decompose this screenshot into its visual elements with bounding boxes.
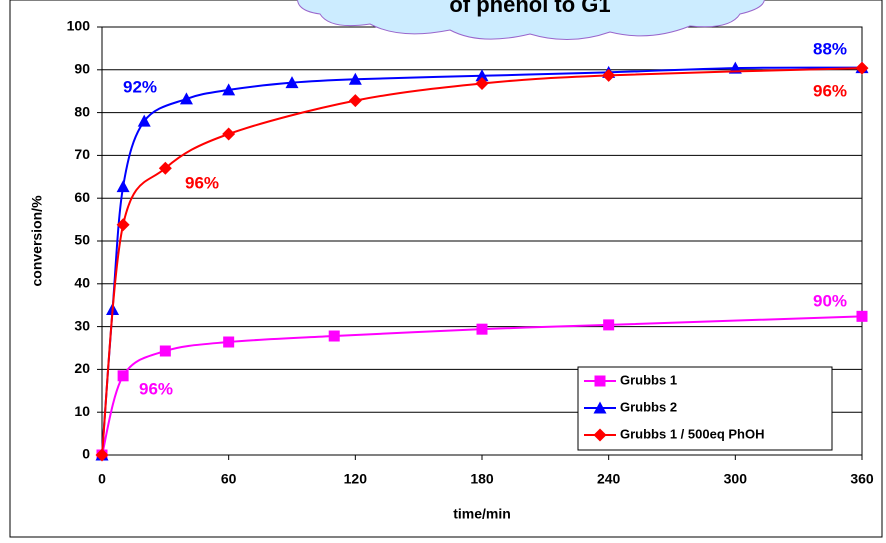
- y-tick-label: 0: [82, 446, 90, 462]
- x-tick-label: 120: [344, 471, 368, 487]
- y-tick-label: 100: [67, 18, 91, 34]
- chart-title: of phenol to G1: [449, 0, 610, 17]
- y-axis-label: conversion/%: [29, 195, 45, 287]
- y-tick-label: 50: [74, 232, 90, 248]
- y-tick-label: 30: [74, 317, 90, 333]
- marker: [160, 345, 171, 356]
- marker: [223, 337, 234, 348]
- x-tick-label: 180: [470, 471, 494, 487]
- x-tick-label: 60: [221, 471, 237, 487]
- marker: [595, 376, 606, 387]
- annotation: 96%: [139, 379, 173, 398]
- legend-label: Grubbs 1: [620, 372, 677, 387]
- x-tick-label: 300: [724, 471, 748, 487]
- legend-label: Grubbs 1 / 500eq PhOH: [620, 426, 765, 441]
- y-tick-label: 40: [74, 275, 90, 291]
- marker: [857, 311, 868, 322]
- marker: [118, 370, 129, 381]
- y-tick-label: 10: [74, 403, 90, 419]
- annotation: 90%: [813, 291, 847, 310]
- marker: [329, 331, 340, 342]
- x-tick-label: 360: [850, 471, 874, 487]
- x-tick-label: 240: [597, 471, 621, 487]
- annotation: 96%: [185, 173, 219, 192]
- annotation: 92%: [123, 77, 157, 96]
- y-tick-label: 90: [74, 61, 90, 77]
- annotation: 88%: [813, 39, 847, 58]
- marker: [477, 324, 488, 335]
- chart: of phenol to G1 time/min conversion/% 0 1…: [0, 0, 886, 543]
- y-tick-label: 60: [74, 189, 90, 205]
- legend: Grubbs 1 Grubbs 2 Grubbs 1 / 500eq PhOH: [578, 367, 832, 450]
- x-tick-label: 0: [98, 471, 106, 487]
- x-axis-label: time/min: [453, 506, 511, 522]
- annotation: 96%: [813, 81, 847, 100]
- y-tick-label: 20: [74, 360, 90, 376]
- y-tick-label: 80: [74, 103, 90, 119]
- y-tick-label: 70: [74, 146, 90, 162]
- marker: [603, 319, 614, 330]
- legend-label: Grubbs 2: [620, 399, 677, 414]
